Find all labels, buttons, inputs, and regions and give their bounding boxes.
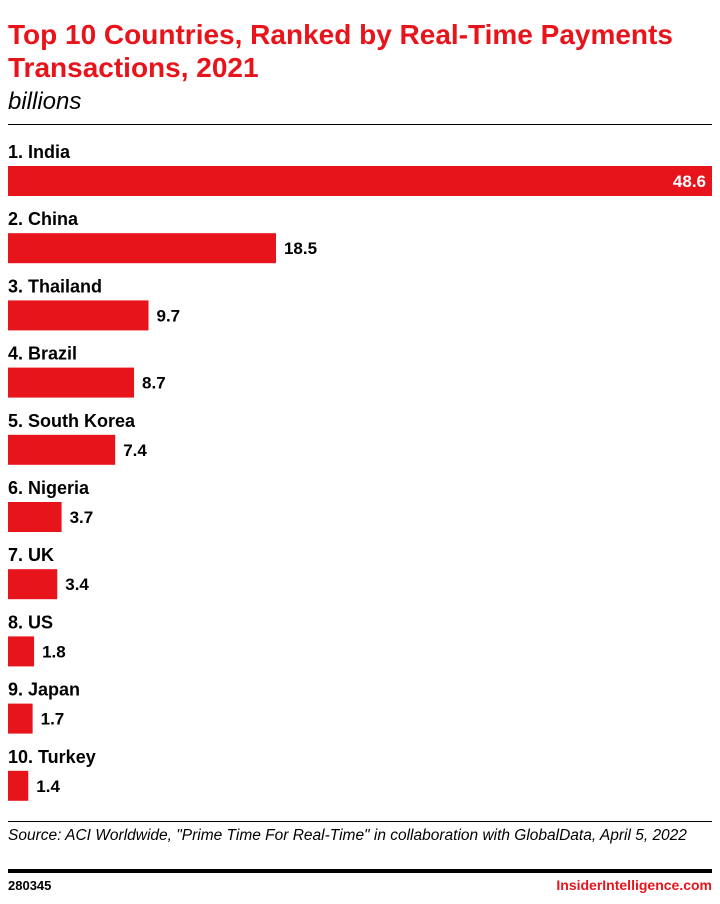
bar xyxy=(8,367,135,398)
bar xyxy=(8,636,35,667)
footer-divider xyxy=(8,869,712,873)
value-label: 1.7 xyxy=(41,710,65,729)
category-label: 3. Thailand xyxy=(8,276,102,296)
value-label: 9.7 xyxy=(157,306,181,325)
chart-subtitle: billions xyxy=(8,88,82,115)
bar xyxy=(8,166,712,196)
value-label: 3.7 xyxy=(70,508,94,527)
source-note: Source: ACI Worldwide, "Prime Time For R… xyxy=(8,827,687,844)
category-label: 1. India xyxy=(8,142,71,162)
category-label: 6. Nigeria xyxy=(8,478,90,498)
category-label: 4. Brazil xyxy=(8,344,77,364)
bar xyxy=(8,233,276,264)
value-label: 7.4 xyxy=(123,441,147,460)
value-label: 8.7 xyxy=(142,374,166,393)
source-divider xyxy=(8,821,712,822)
bar xyxy=(8,703,33,734)
category-label: 10. Turkey xyxy=(8,747,96,767)
bar xyxy=(8,770,29,801)
category-label: 5. South Korea xyxy=(8,411,136,431)
value-label: 1.4 xyxy=(36,777,60,796)
brand-link[interactable]: InsiderIntelligence.com xyxy=(556,877,712,893)
bar xyxy=(8,300,149,331)
category-label: 7. UK xyxy=(8,545,54,565)
category-label: 8. US xyxy=(8,612,53,632)
bar xyxy=(8,569,58,600)
value-label: 1.8 xyxy=(42,642,66,661)
category-label: 9. Japan xyxy=(8,680,80,700)
bar xyxy=(8,502,62,532)
value-label: 18.5 xyxy=(284,239,317,258)
chart-id: 280345 xyxy=(8,878,52,893)
category-label: 2. China xyxy=(8,209,79,229)
value-label: 3.4 xyxy=(65,575,89,594)
bar xyxy=(8,434,116,465)
bar-chart: 1. India 48.6 2. China 18.5 3. Thailand 9.7 4.… xyxy=(8,142,712,801)
header-divider xyxy=(8,124,712,125)
value-label: 48.6 xyxy=(673,172,706,191)
chart-title: Top 10 Countries, Ranked by Real-Time Pa… xyxy=(8,19,673,83)
